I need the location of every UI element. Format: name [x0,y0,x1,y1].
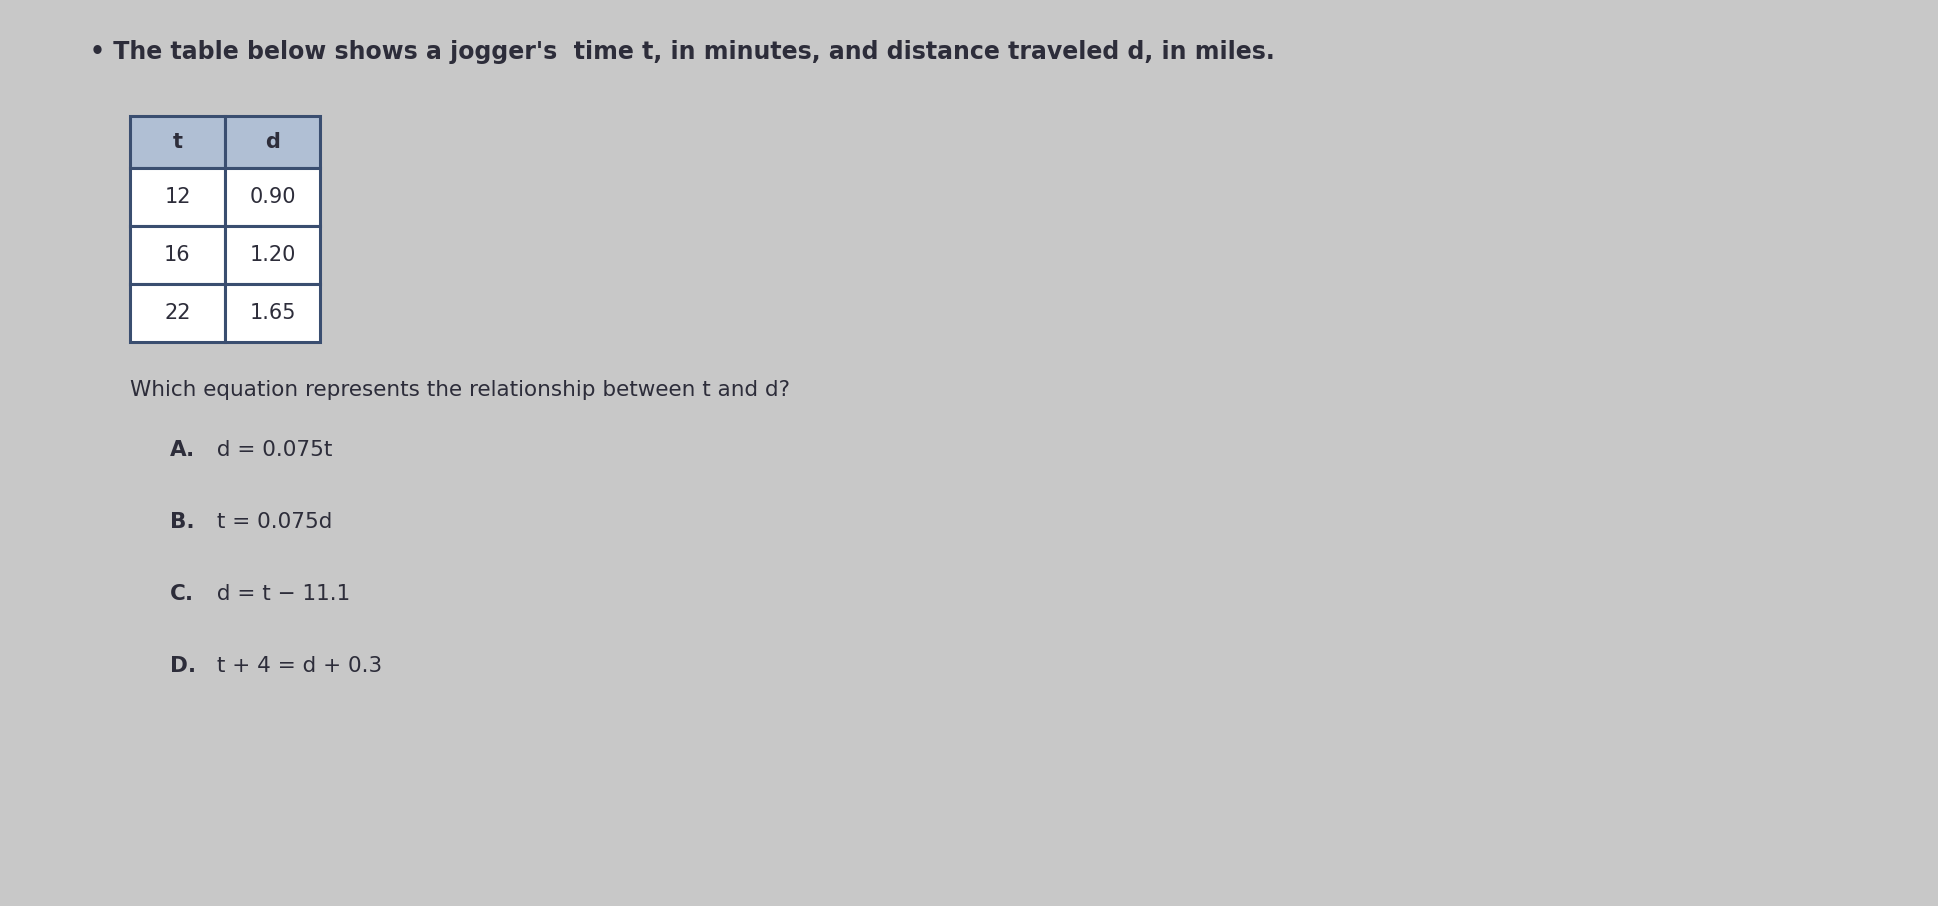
Text: d = 0.075t: d = 0.075t [209,440,333,460]
Text: t: t [172,132,182,152]
Text: D.: D. [171,656,196,676]
Text: 1.65: 1.65 [250,303,297,323]
Text: 1.20: 1.20 [250,245,297,265]
Bar [225,284,320,342]
Bar [225,168,320,226]
Bar [130,116,225,168]
Bar [130,226,225,284]
Text: 12: 12 [165,187,190,207]
Text: C.: C. [171,584,194,604]
Text: d = t − 11.1: d = t − 11.1 [209,584,351,604]
Bar [130,284,225,342]
Bar [130,168,225,226]
Bar [225,226,320,284]
Text: 22: 22 [165,303,190,323]
Text: d: d [266,132,279,152]
Text: B.: B. [171,512,194,532]
Text: A.: A. [171,440,196,460]
Text: 0.90: 0.90 [250,187,297,207]
Text: • The table below shows a jogger's  time t, in minutes, and distance traveled d,: • The table below shows a jogger's time … [89,40,1275,64]
Text: t + 4 = d + 0.3: t + 4 = d + 0.3 [209,656,382,676]
Text: 16: 16 [165,245,190,265]
Text: t = 0.075d: t = 0.075d [209,512,333,532]
Bar [225,116,320,168]
Text: Which equation represents the relationship between t and d?: Which equation represents the relationsh… [130,380,791,400]
